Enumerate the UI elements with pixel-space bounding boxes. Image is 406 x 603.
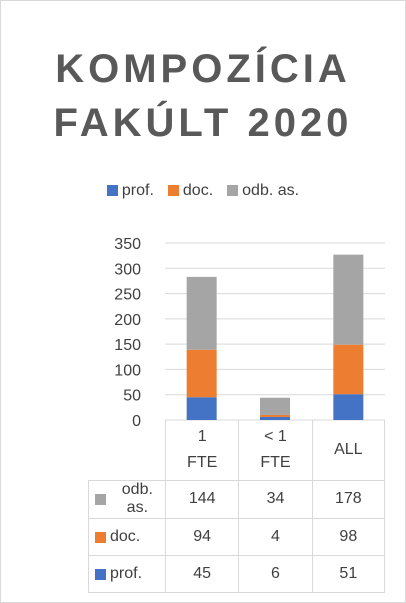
table-category: ALL: [311, 420, 385, 480]
table-category-text: ALL: [334, 441, 363, 458]
table-category-text: < 1 FTE: [260, 428, 291, 471]
table-value: 6: [238, 555, 312, 594]
bar-segment: [186, 276, 217, 350]
bar-segment: [333, 394, 364, 420]
table-swatch: [95, 493, 106, 505]
table-value-text: 178: [334, 490, 362, 508]
table-row-label: doc.: [110, 528, 141, 546]
legend-label: prof.: [121, 182, 154, 199]
table-category: < 1 FTE: [238, 420, 311, 480]
table-swatch: [95, 531, 106, 543]
bar-segment: [260, 416, 290, 420]
table-value: 94: [165, 517, 239, 556]
table-row-header: odb. as.: [88, 480, 165, 518]
y-tick-label: 200: [114, 312, 141, 329]
legend-swatch: [167, 185, 179, 196]
table-value-text: 4: [271, 528, 280, 546]
bar-segment: [333, 344, 364, 395]
table-row-label: prof.: [110, 565, 143, 583]
table-row-header: doc.: [88, 517, 165, 556]
chart-title: KOMPOZÍCIA FAKÚLT 2020: [53, 47, 353, 145]
table-value-text: 34: [266, 490, 285, 508]
table-value-text: 6: [271, 565, 280, 583]
legend-swatch: [106, 185, 118, 196]
bar-segment: [260, 397, 290, 415]
table-swatch: [95, 568, 106, 580]
table-value: 4: [238, 517, 312, 556]
table-category: 1 FTE: [165, 420, 238, 480]
table-value: 34: [238, 480, 312, 518]
bar-segment: [260, 414, 290, 417]
table-row-header: prof.: [88, 555, 165, 594]
legend-item: doc.: [167, 182, 214, 200]
y-tick-label: 300: [114, 261, 141, 278]
bar-segment: [186, 397, 217, 420]
table-value: 144: [165, 480, 239, 518]
table-value: 51: [311, 555, 385, 594]
table-value-text: 94: [193, 528, 212, 546]
legend: prof. doc. odb. as.: [0, 182, 406, 200]
legend-item: prof.: [106, 182, 154, 200]
y-tick-label: 350: [114, 236, 141, 253]
bar-segment: [333, 254, 364, 345]
table-value: 178: [311, 480, 385, 518]
legend-label: doc.: [182, 182, 214, 199]
y-tick-label: 250: [114, 287, 141, 304]
table-value-text: 51: [339, 565, 358, 583]
table-category-text: 1 FTE: [187, 428, 218, 471]
table-value-text: 144: [188, 490, 216, 508]
y-tick-label: 100: [114, 362, 141, 379]
y-tick-label: 50: [123, 388, 141, 405]
legend-label: odb. as.: [242, 182, 300, 199]
legend-item: odb. as.: [227, 182, 299, 200]
legend-swatch: [227, 185, 239, 196]
bar-segment: [186, 349, 217, 398]
y-tick-label: 0: [132, 413, 141, 430]
table-value: 45: [165, 555, 239, 594]
table-row-label: odb. as.: [121, 481, 153, 517]
table-value-text: 98: [339, 528, 358, 546]
y-tick-label: 150: [114, 337, 141, 354]
table-value-text: 45: [193, 565, 212, 583]
table-value: 98: [311, 517, 385, 556]
